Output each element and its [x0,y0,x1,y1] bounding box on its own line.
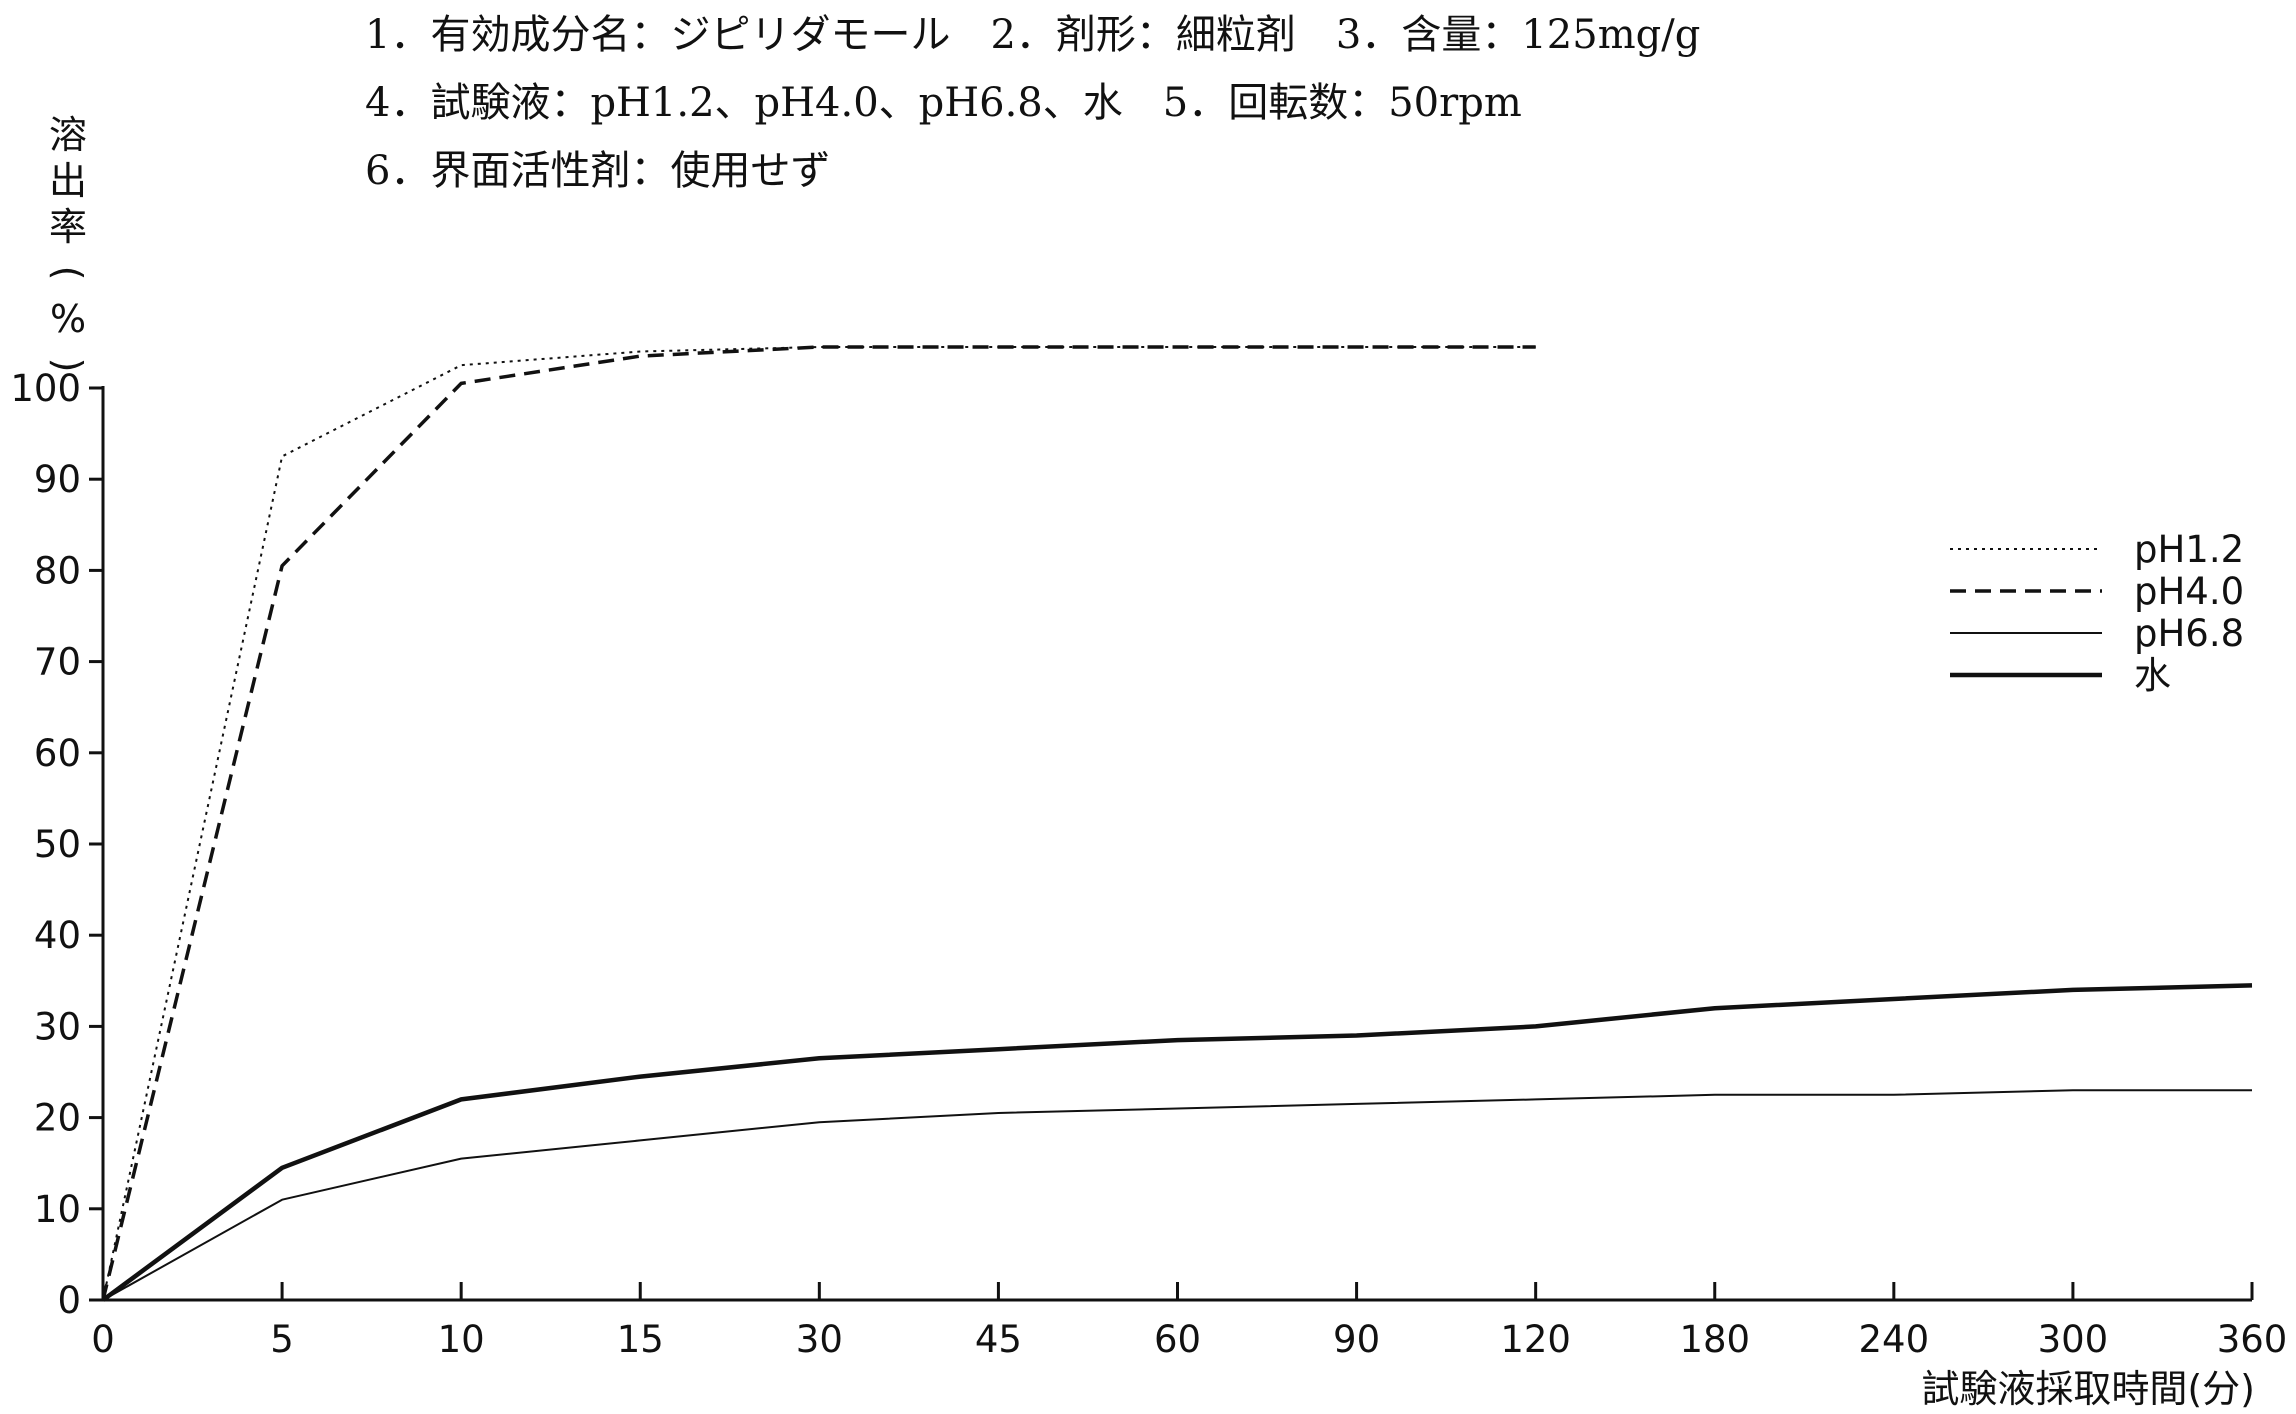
x-tick-label: 30 [796,1318,843,1361]
series-line-pH4.0 [101,345,1536,1301]
header-line-1: 1．有効成分名：ジピリダモール 2．剤形：細粒剤 3．含量：125mg/g [365,12,1700,58]
y-axis-label-char: 出 [49,159,87,203]
x-tick-label: 0 [91,1318,115,1361]
y-tick-label: 10 [34,1188,81,1231]
legend-label: pH1.2 [2134,528,2244,571]
x-tick-label: 180 [1679,1318,1750,1361]
legend-label: 水 [2134,654,2171,697]
y-tick-label: 20 [34,1097,81,1140]
x-tick-label: 90 [1333,1318,1380,1361]
legend-label: pH4.0 [2134,570,2244,613]
x-ticks: 0 5 10 15 30 45 60 90 120 180 240 300 360 [91,1282,2287,1361]
series-line-pH6.8 [102,1089,2252,1301]
x-tick-label: 5 [270,1318,294,1361]
x-tick-label: 240 [1859,1318,1930,1361]
x-tick-label: 120 [1500,1318,1571,1361]
y-axis-label-char: ( [46,266,90,281]
x-tick-label: 45 [975,1318,1022,1361]
y-axis-label-char: ) [46,358,90,373]
y-tick-label: 30 [34,1005,81,1048]
x-axis-label: 試験液採取時間(分) [1921,1367,2255,1411]
axes [101,386,2252,1302]
y-tick-label: 50 [34,823,81,866]
y-tick-label: 90 [34,458,81,501]
series-lines [101,345,2253,1302]
y-tick-label: 80 [34,549,81,592]
y-axis-label-char: 溶 [49,113,87,157]
y-ticks: 0 10 20 30 40 50 60 70 80 90 100 [10,367,103,1322]
y-tick-label: 40 [34,914,81,957]
header-line-3: 6．界面活性剤：使用せず [365,148,830,194]
legend-label: pH6.8 [2134,612,2244,655]
y-tick-label: 70 [34,641,81,684]
series-line-pH1.2 [102,346,1536,1301]
y-tick-label: 100 [10,367,81,410]
x-tick-label: 300 [2038,1318,2109,1361]
y-axis-label-char: 率 [49,205,87,249]
y-tick-label: 60 [34,732,81,775]
x-tick-label: 10 [438,1318,485,1361]
x-tick-label: 60 [1154,1318,1201,1361]
header-line-2: 4．試験液：pH1.2、pH4.0、pH6.8、水 5．回転数：50rpm [365,80,1522,126]
series-line-水 [101,983,2253,1302]
y-tick-label: 0 [57,1279,81,1322]
x-tick-label: 360 [2217,1318,2288,1361]
x-tick-label: 15 [617,1318,664,1361]
y-axis-label-char: % [50,297,86,341]
y-axis-label: 溶出率 (%) [46,113,90,372]
